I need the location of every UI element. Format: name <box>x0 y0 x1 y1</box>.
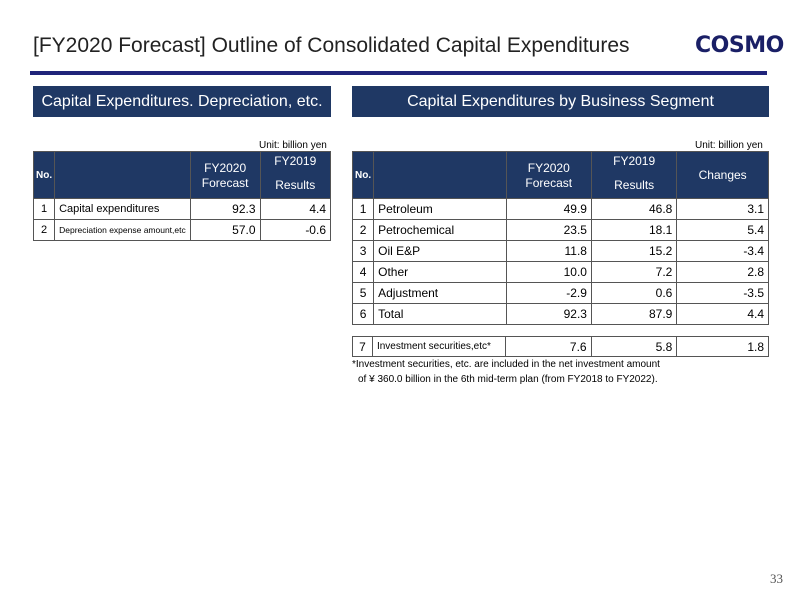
row-no: 1 <box>32 198 56 220</box>
left-panel-banner: Capital Expenditures. Depreciation, etc. <box>33 86 331 117</box>
table-row-total: 6 Total 92.3 87.9 4.4 <box>351 303 769 325</box>
row-no: 3 <box>351 240 375 262</box>
col-header-fy2020: FY2020 Forecast <box>505 151 592 199</box>
row-fy2020: 10.0 <box>505 261 592 283</box>
row-fy2019: 5.8 <box>590 336 678 357</box>
row-fy2020: 92.3 <box>189 198 261 220</box>
row-no: 2 <box>32 219 56 241</box>
row-fy2019: 0.6 <box>590 282 678 304</box>
col-header-fy2019-bottom: Results <box>614 178 655 192</box>
col-header-fy2020: FY2020 Forecast <box>189 151 261 199</box>
row-no: 4 <box>351 261 375 283</box>
col-header-fy2019-top: FY2019 <box>613 154 656 168</box>
row-changes: 1.8 <box>676 336 769 357</box>
col-header-blank <box>373 151 507 199</box>
row-fy2019: 18.1 <box>590 219 678 241</box>
investment-securities-table: 7 Investment securities,etc* 7.6 5.8 1.8 <box>352 336 769 357</box>
col-header-no: No. <box>351 151 375 199</box>
table-row: 1 Petroleum 49.9 46.8 3.1 <box>351 198 769 220</box>
row-fy2020: 7.6 <box>504 336 592 357</box>
col-header-fy2020-bottom: Forecast <box>201 176 249 190</box>
title-divider <box>30 71 767 75</box>
right-unit-label: Unit: billion yen <box>695 140 763 151</box>
row-fy2020: 11.8 <box>505 240 592 262</box>
row-no: 5 <box>351 282 375 304</box>
row-fy2020: 57.0 <box>189 219 261 241</box>
row-label: Investment securities,etc* <box>371 336 506 357</box>
row-fy2019: 7.2 <box>590 261 678 283</box>
row-fy2019: 46.8 <box>590 198 678 220</box>
row-fy2019: 87.9 <box>590 303 678 325</box>
col-header-fy2020-bottom: Forecast <box>525 176 573 190</box>
footnote-line-2: of ¥ 360.0 billion in the 6th mid-term p… <box>358 374 658 385</box>
row-changes: 5.4 <box>676 219 769 241</box>
table-row: 3 Oil E&P 11.8 15.2 -3.4 <box>351 240 769 262</box>
page-number: 33 <box>770 571 783 586</box>
row-no: 6 <box>351 303 375 325</box>
capex-depreciation-table: No. FY2020 Forecast FY2019 Results 1 Cap… <box>32 151 332 241</box>
table-row: 5 Adjustment -2.9 0.6 -3.5 <box>351 282 769 304</box>
row-label: Petrochemical <box>373 219 507 241</box>
col-header-fy2019: FY2019 Results <box>590 151 678 199</box>
row-changes: 3.1 <box>676 198 769 220</box>
row-label: Other <box>373 261 507 283</box>
table-header-row: No. FY2020 Forecast FY2019 Results <box>32 151 332 199</box>
col-header-blank <box>54 151 191 199</box>
row-fy2019: 4.4 <box>259 198 332 220</box>
footnote-line-1: *Investment securities, etc. are include… <box>352 359 660 370</box>
page-title: [FY2020 Forecast] Outline of Consolidate… <box>33 34 630 57</box>
table-row: 4 Other 10.0 7.2 2.8 <box>351 261 769 283</box>
row-label: Adjustment <box>373 282 507 304</box>
row-no: 1 <box>351 198 375 220</box>
left-unit-label: Unit: billion yen <box>259 140 327 151</box>
table-header-row: No. FY2020 Forecast FY2019 Results Chang… <box>351 151 769 199</box>
col-header-fy2020-top: FY2020 <box>204 161 247 175</box>
col-header-fy2019-bottom: Results <box>275 178 316 192</box>
row-fy2020: -2.9 <box>505 282 592 304</box>
row-label: Petroleum <box>373 198 507 220</box>
row-changes: 4.4 <box>676 303 769 325</box>
row-fy2020: 49.9 <box>505 198 592 220</box>
col-header-fy2019-top: FY2019 <box>274 154 317 168</box>
table-row: 7 Investment securities,etc* 7.6 5.8 1.8 <box>352 336 769 357</box>
col-header-no: No. <box>32 151 56 199</box>
col-header-fy2020-top: FY2020 <box>527 161 570 175</box>
col-header-changes: Changes <box>676 151 769 199</box>
table-row: 2 Petrochemical 23.5 18.1 5.4 <box>351 219 769 241</box>
col-header-fy2019: FY2019 Results <box>259 151 332 199</box>
row-changes: -3.5 <box>676 282 769 304</box>
row-label: Depreciation expense amount,etc <box>54 219 191 241</box>
row-fy2020: 92.3 <box>505 303 592 325</box>
table-row: 1 Capital expenditures 92.3 4.4 <box>32 198 332 220</box>
row-fy2020: 23.5 <box>505 219 592 241</box>
right-panel-banner: Capital Expenditures by Business Segment <box>352 86 769 117</box>
row-no: 2 <box>351 219 375 241</box>
row-label: Capital expenditures <box>54 198 191 220</box>
row-label: Oil E&P <box>373 240 507 262</box>
segment-capex-table: No. FY2020 Forecast FY2019 Results Chang… <box>351 151 769 325</box>
row-changes: -3.4 <box>676 240 769 262</box>
row-fy2019: 15.2 <box>590 240 678 262</box>
cosmo-logo: COSMO <box>695 33 784 58</box>
row-changes: 2.8 <box>676 261 769 283</box>
table-row: 2 Depreciation expense amount,etc 57.0 -… <box>32 219 332 241</box>
row-no: 7 <box>352 336 373 357</box>
row-label: Total <box>373 303 507 325</box>
row-fy2019: -0.6 <box>259 219 332 241</box>
